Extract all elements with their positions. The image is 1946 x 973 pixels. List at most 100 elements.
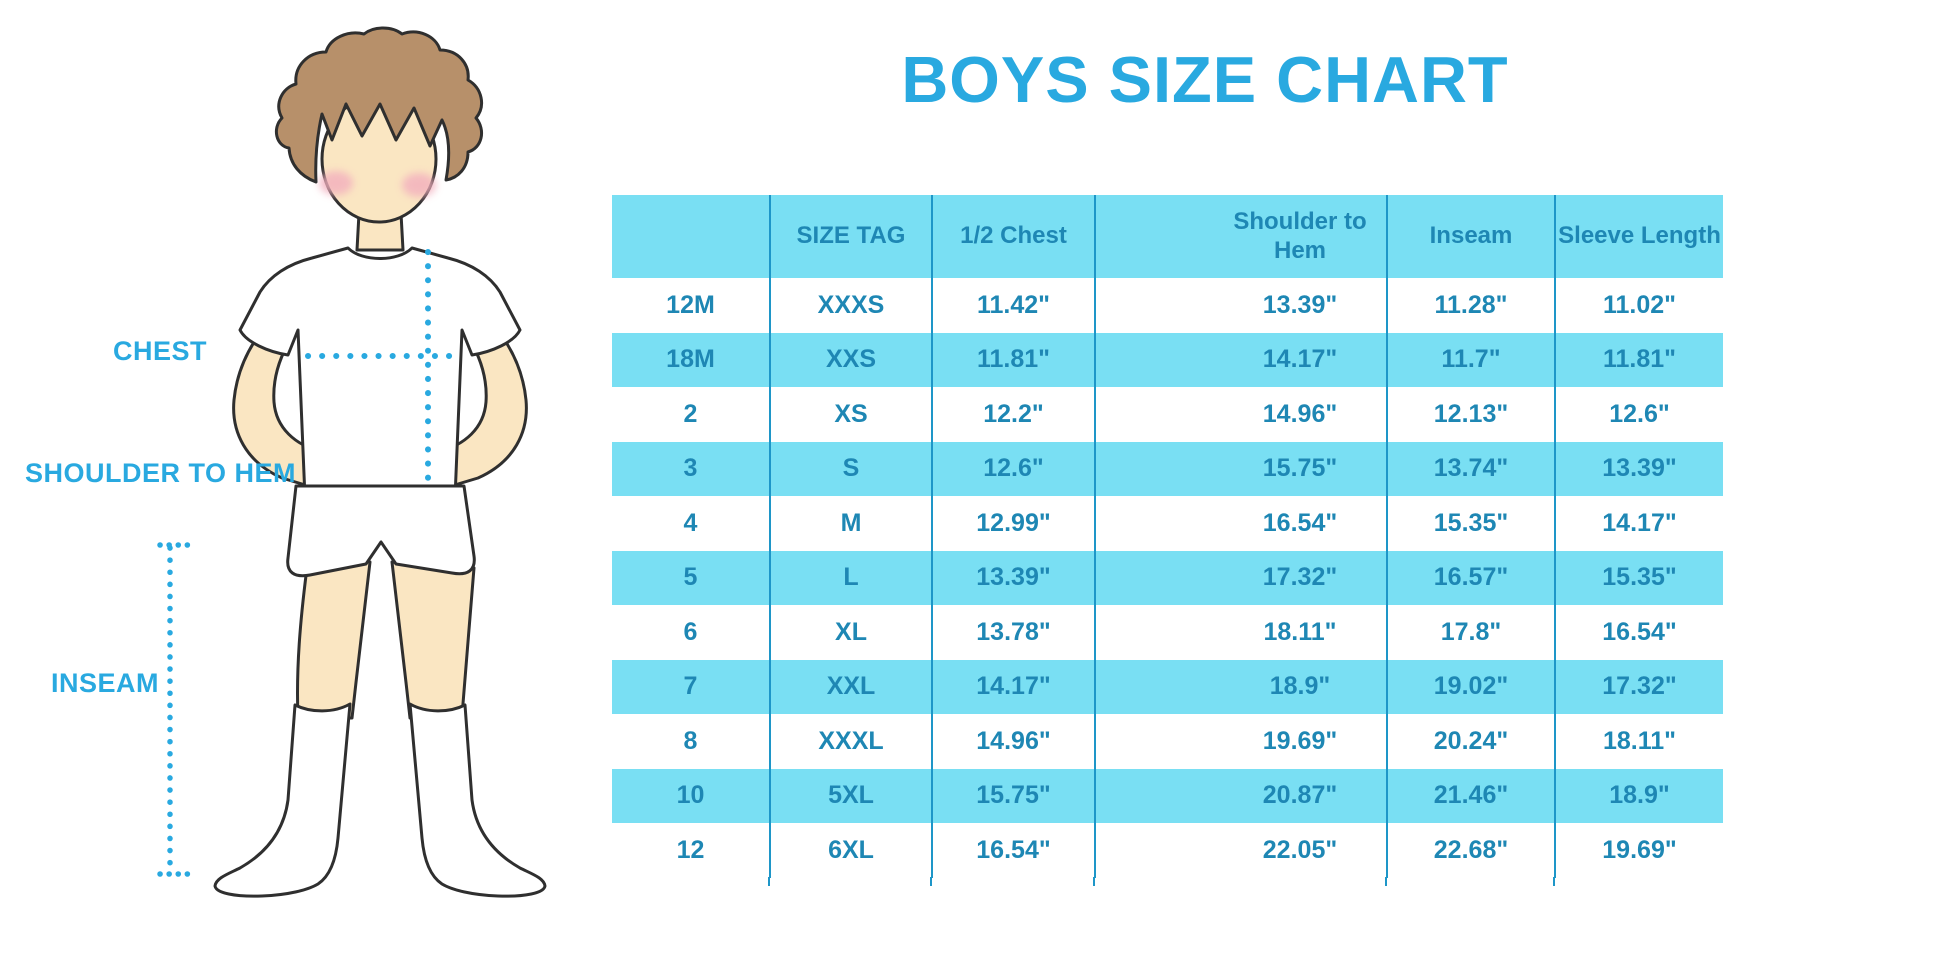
cell: 14.96" xyxy=(932,714,1096,769)
cell: 19.02" xyxy=(1387,659,1556,714)
shoulder-to-hem-label: SHOULDER TO HEM xyxy=(24,458,296,488)
cell: 20.87" xyxy=(1095,768,1388,823)
cell: 13.39" xyxy=(1602,454,1677,483)
column-line-stub xyxy=(1093,877,1095,886)
cell: XL xyxy=(770,605,933,660)
table-row: 18M XXS 11.81" 14.17" 11.7" 11.81" xyxy=(612,332,1723,387)
boy-right-arm xyxy=(436,298,528,492)
cell: 18M xyxy=(612,332,771,387)
table-row: 6 XL 13.78" 18.11" 17.8" 16.54" xyxy=(612,605,1723,660)
cell: S xyxy=(770,441,933,496)
cell: 15.75" xyxy=(1095,441,1388,496)
column-header: 1/2 Chest xyxy=(932,195,1096,278)
header-row: SIZE TAG 1/2 Chest Shoulder to Hem Inseam Sl… xyxy=(612,195,1723,278)
table-row: 7 XXL 14.17" 18.9" 19.02" 17.32" xyxy=(612,659,1723,714)
column-header: Shoulder to Hem xyxy=(1095,195,1388,278)
cell: 16.54" xyxy=(932,823,1096,878)
boy-right-leg xyxy=(390,560,476,720)
cell: 16.54" xyxy=(1095,496,1388,551)
boy-shorts xyxy=(286,484,476,578)
cell: XXL xyxy=(770,659,933,714)
cell: 13.39" xyxy=(1095,278,1388,333)
cell: 12.2" xyxy=(932,387,1096,442)
boy-hair xyxy=(274,26,484,184)
cell: 16.57" xyxy=(1387,550,1556,605)
table-row: 10 5XL 15.75" 20.87" 21.46" 18.9" xyxy=(612,768,1723,823)
chest-label: CHEST xyxy=(112,336,207,366)
cell: 7 xyxy=(612,659,771,714)
cell: L xyxy=(770,550,933,605)
cell: 6 xyxy=(612,605,771,660)
cell: 22.05" xyxy=(1095,823,1388,878)
cell: 14.17" xyxy=(932,659,1096,714)
table-row: 4 M 12.99" 16.54" 15.35" 14.17" xyxy=(612,496,1723,551)
inseam-label: INSEAM xyxy=(50,668,159,698)
cell: 15.75" xyxy=(932,768,1096,823)
table-row: 3 S 12.6" 15.75" 13.74" 13.39" xyxy=(612,441,1723,496)
cell: 11.7" xyxy=(1387,332,1556,387)
cell: 17.32" xyxy=(1095,550,1388,605)
boy-illustration xyxy=(157,26,547,898)
cell: 17.8" xyxy=(1387,605,1556,660)
cell: 12.13" xyxy=(1387,387,1556,442)
cell: 12.6" xyxy=(1609,399,1670,428)
cell: 16.54" xyxy=(1602,617,1677,646)
cell: M xyxy=(770,496,933,551)
column-header: Inseam xyxy=(1387,195,1556,278)
size-table: SIZE TAG 1/2 Chest Shoulder to Hem Inseam Sl… xyxy=(612,195,1723,878)
cell: 17.32" xyxy=(1602,672,1677,701)
column-header: Sleeve Length xyxy=(1558,222,1721,250)
cell: XXS xyxy=(770,332,933,387)
cell: 11.81" xyxy=(1602,345,1677,374)
cell: 3 xyxy=(612,441,771,496)
cell: 13.78" xyxy=(932,605,1096,660)
cell: 2 xyxy=(612,387,771,442)
table-row: 2 XS 12.2" 14.96" 12.13" 12.6" xyxy=(612,387,1723,442)
cell: 15.35" xyxy=(1602,563,1677,592)
boy-blush-left xyxy=(319,171,353,195)
boy-left-sock xyxy=(213,702,352,898)
column-header xyxy=(612,195,771,278)
cell: 14.17" xyxy=(1095,332,1388,387)
boy-blush-right xyxy=(402,173,436,197)
cell: 11.42" xyxy=(932,278,1096,333)
cell: 13.74" xyxy=(1387,441,1556,496)
boy-left-leg xyxy=(295,558,372,720)
cell: 18.9" xyxy=(1095,659,1388,714)
column-line-stub xyxy=(1553,877,1555,886)
cell: 8 xyxy=(612,714,771,769)
cell: 18.11" xyxy=(1602,726,1677,755)
cell: 19.69" xyxy=(1602,835,1677,864)
cell: 5 xyxy=(612,550,771,605)
table-row: 12 6XL 16.54" 22.05" 22.68" 19.69" xyxy=(612,823,1723,878)
page-title: BOYS SIZE CHART xyxy=(901,43,1509,116)
cell: 10 xyxy=(612,768,771,823)
table-row: 5 L 13.39" 17.32" 16.57" 15.35" xyxy=(612,550,1723,605)
cell: 14.17" xyxy=(1602,508,1677,537)
cell: 12.6" xyxy=(932,441,1096,496)
table-row: 12M XXXS 11.42" 13.39" 11.28" 11.02" xyxy=(612,278,1723,333)
cell: 4 xyxy=(612,496,771,551)
cell: 18.11" xyxy=(1095,605,1388,660)
column-line-stub xyxy=(930,877,932,886)
cell: 12.99" xyxy=(932,496,1096,551)
cell: 21.46" xyxy=(1387,768,1556,823)
cell: 11.02" xyxy=(1602,290,1677,319)
cell: 15.35" xyxy=(1387,496,1556,551)
column-header: SIZE TAG xyxy=(770,195,933,278)
boy-left-arm xyxy=(232,298,324,492)
cell: 12M xyxy=(612,278,771,333)
cell: 11.81" xyxy=(932,332,1096,387)
cell: 5XL xyxy=(770,768,933,823)
cell: 6XL xyxy=(770,823,933,878)
cell: XS xyxy=(770,387,933,442)
cell: 19.69" xyxy=(1095,714,1388,769)
cell: 11.28" xyxy=(1387,278,1556,333)
cell: 12 xyxy=(612,823,771,878)
column-line-stub xyxy=(1385,877,1387,886)
column-line-stub xyxy=(768,877,770,886)
cell: XXXS xyxy=(770,278,933,333)
cell: 13.39" xyxy=(932,550,1096,605)
boy-right-sock xyxy=(408,702,547,898)
